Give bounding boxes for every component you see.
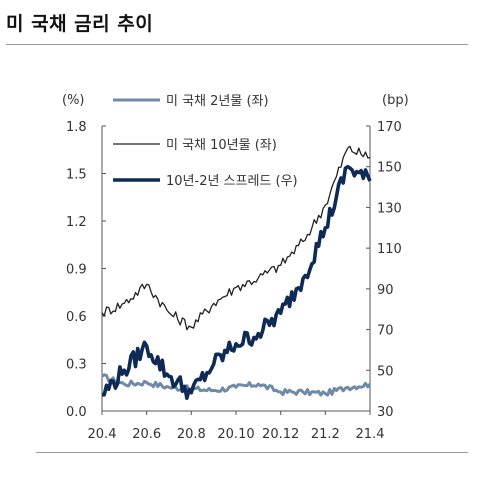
title-rule bbox=[6, 44, 468, 45]
x-tick-label: 20.4 bbox=[88, 427, 117, 442]
x-tick-label: 20.8 bbox=[177, 427, 206, 442]
chart-title: 미 국채 금리 추이 bbox=[6, 13, 154, 35]
left-tick-label: 1.5 bbox=[66, 168, 87, 183]
axes-group: 0.0 0.3 0.6 0.9 1.2 1.5 1.8 (%) 30 50 70 90 110 130 15… bbox=[62, 93, 409, 442]
series-line bbox=[101, 373, 372, 397]
series-line bbox=[101, 145, 371, 331]
legend-label: 미 국채 10년물 (좌) bbox=[166, 138, 277, 153]
series-line bbox=[101, 164, 372, 400]
right-axis-unit: (bp) bbox=[382, 93, 409, 108]
bottom-rule bbox=[36, 452, 468, 453]
x-tick-label: 21.4 bbox=[356, 427, 385, 442]
right-tick-label: 90 bbox=[377, 283, 394, 298]
right-tick-label: 150 bbox=[377, 161, 402, 176]
x-tick-label: 20.12 bbox=[262, 427, 299, 442]
legend-label: 10년-2년 스프레드 (우) bbox=[166, 174, 298, 189]
series-group bbox=[101, 145, 372, 400]
legend-group: 미 국채 2년물 (좌) 미 국채 10년물 (좌) 10년-2년 스프레드 (우) bbox=[113, 94, 298, 189]
left-tick-label: 1.2 bbox=[66, 215, 87, 230]
left-tick-label: 0.3 bbox=[66, 358, 87, 373]
right-tick-label: 70 bbox=[377, 324, 394, 339]
right-tick-label: 170 bbox=[377, 120, 402, 135]
left-tick-label: 0.0 bbox=[66, 405, 87, 420]
left-axis-unit: (%) bbox=[62, 93, 85, 108]
right-tick-label: 50 bbox=[377, 364, 394, 379]
left-tick-label: 0.9 bbox=[66, 263, 87, 278]
x-tick-label: 21.2 bbox=[311, 427, 340, 442]
x-tick-label: 20.6 bbox=[132, 427, 161, 442]
left-tick-label: 0.6 bbox=[66, 310, 87, 325]
right-tick-label: 110 bbox=[377, 242, 402, 257]
right-tick-label: 130 bbox=[377, 201, 402, 216]
left-tick-label: 1.8 bbox=[66, 120, 87, 135]
right-tick-label: 30 bbox=[377, 405, 394, 420]
legend-label: 미 국채 2년물 (좌) bbox=[166, 94, 269, 109]
x-tick-label: 20.10 bbox=[217, 427, 254, 442]
